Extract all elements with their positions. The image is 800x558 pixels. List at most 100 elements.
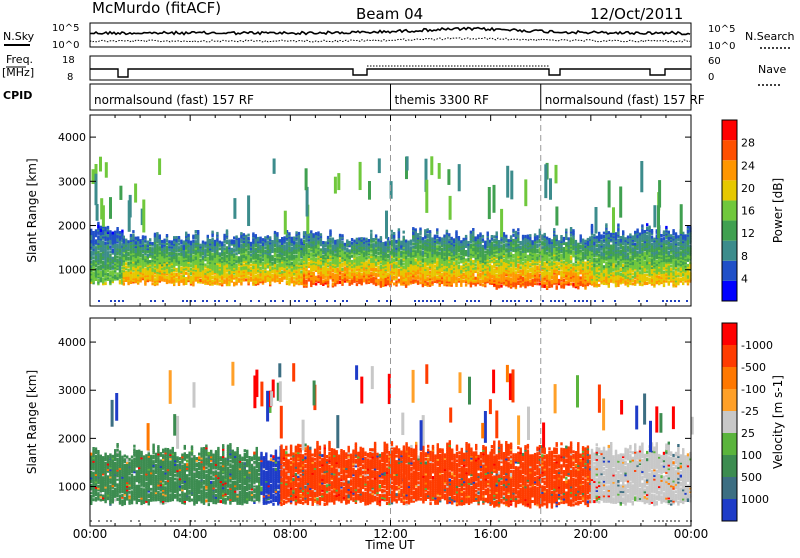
- range-cell: [349, 271, 351, 274]
- range-cell: [427, 282, 429, 285]
- range-cell: [144, 244, 146, 247]
- range-cell: [407, 257, 409, 260]
- range-cell: [522, 277, 524, 280]
- range-cell: [327, 236, 329, 239]
- range-cell: [114, 274, 116, 277]
- range-cell: [356, 256, 358, 259]
- range-cell: [479, 279, 481, 282]
- range-cell: [134, 184, 137, 203]
- range-cell: [109, 271, 111, 274]
- range-cell: [125, 262, 127, 265]
- range-cell: [291, 262, 293, 265]
- range-cell: [320, 233, 322, 236]
- range-cell: [339, 276, 341, 279]
- range-cell: [240, 244, 242, 247]
- range-cell: [119, 231, 121, 234]
- range-cell: [517, 264, 519, 267]
- range-cell: [512, 259, 514, 262]
- range-cell: [262, 238, 264, 241]
- range-cell: [427, 267, 429, 270]
- range-cell: [353, 240, 355, 243]
- range-cell: [283, 236, 285, 239]
- range-cell: [488, 187, 491, 219]
- range-cell: [520, 241, 522, 244]
- range-cell: [159, 246, 161, 249]
- range-cell: [219, 247, 221, 250]
- range-cell: [180, 275, 182, 278]
- range-cell: [293, 277, 295, 280]
- range-cell: [269, 236, 271, 239]
- range-cell: [92, 231, 94, 234]
- range-cell: [235, 256, 237, 259]
- range-cell: [121, 230, 123, 233]
- range-cell: [219, 241, 221, 244]
- range-cell: [339, 259, 341, 262]
- range-cell: [377, 266, 379, 269]
- range-cell: [168, 252, 170, 255]
- range-cell: [250, 242, 252, 245]
- range-cell: [102, 240, 104, 243]
- range-cell: [214, 240, 216, 243]
- range-cell: [387, 254, 389, 257]
- range-cell: [515, 231, 517, 234]
- range-cell: [119, 186, 122, 200]
- range-cell: [419, 236, 421, 239]
- range-cell: [453, 262, 455, 265]
- range-cell: [417, 280, 419, 283]
- range-cell: [149, 238, 151, 241]
- range-cell: [207, 265, 209, 268]
- range-cell: [127, 252, 129, 255]
- range-cell: [424, 229, 426, 232]
- range-cell: [149, 247, 151, 250]
- range-cell: [257, 274, 259, 277]
- range-cell: [151, 247, 153, 250]
- range-cell: [517, 274, 519, 277]
- range-cell: [332, 244, 334, 247]
- range-cell: [295, 241, 297, 244]
- range-cell: [332, 273, 334, 276]
- range-cell: [484, 251, 486, 254]
- range-cell: [517, 243, 519, 246]
- range-cell: [168, 240, 170, 243]
- range-cell: [171, 269, 173, 272]
- range-cell: [226, 255, 228, 258]
- range-cell: [154, 278, 156, 281]
- noise-strip: N.Sky 10^5 10^0 10^5 10^0 N.Search: [3, 23, 795, 52]
- range-cell: [479, 273, 481, 276]
- range-cell: [441, 248, 443, 251]
- range-cell: [377, 279, 379, 282]
- range-cell: [303, 240, 305, 243]
- range-cell: [199, 279, 201, 282]
- range-cell: [431, 281, 433, 284]
- range-cell: [419, 244, 421, 247]
- range-cell: [515, 271, 517, 274]
- range-cell: [475, 277, 477, 280]
- range-cell: [517, 228, 519, 231]
- range-cell: [370, 230, 372, 233]
- range-cell: [305, 280, 307, 283]
- range-cell: [505, 253, 507, 256]
- range-cell: [116, 244, 118, 247]
- range-cell: [211, 253, 213, 256]
- range-cell: [231, 239, 233, 242]
- range-cell: [255, 248, 257, 251]
- range-cell: [104, 282, 106, 285]
- range-cell: [303, 245, 305, 248]
- range-cell: [238, 278, 240, 281]
- range-cell: [529, 280, 531, 283]
- noise-strip-frame: [90, 23, 691, 47]
- range-cell: [125, 271, 127, 274]
- range-cell: [100, 198, 103, 219]
- range-cell: [453, 238, 455, 241]
- range-cell: [529, 273, 531, 276]
- range-cell: [351, 260, 353, 263]
- range-cell: [505, 243, 507, 246]
- range-cell: [448, 238, 450, 241]
- range-cell: [527, 255, 529, 258]
- range-cell: [496, 267, 498, 270]
- range-cell: [308, 262, 310, 265]
- range-cell: [310, 230, 312, 233]
- range-cell: [195, 233, 197, 236]
- range-cell: [276, 232, 278, 235]
- range-cell: [293, 280, 295, 283]
